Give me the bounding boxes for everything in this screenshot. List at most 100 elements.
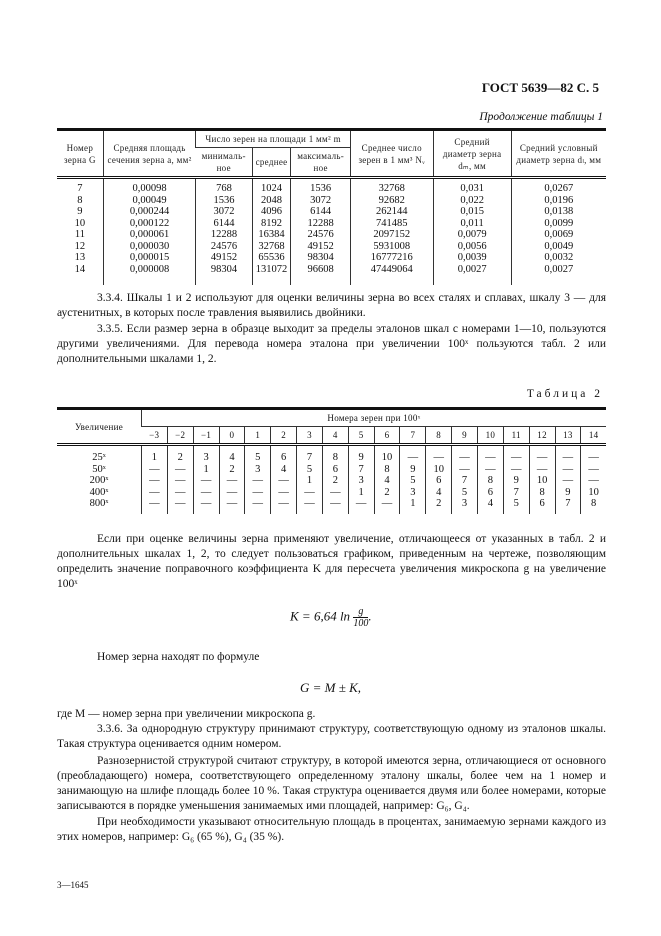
table-row: 50ˣ — —1 2 3 4 5 6 7 8 9 10— — — — — — — [57, 463, 606, 475]
table-cell: — — [321, 498, 349, 514]
table-cell: 32768 — [349, 177, 434, 195]
table-cell: 24576 — [290, 229, 351, 241]
table-cell: 0,0027 — [510, 263, 606, 285]
table-cell: 0,000061 — [102, 229, 196, 241]
table-cell: 5931008 — [349, 240, 434, 252]
table-cell: 7 — [502, 486, 530, 498]
table-cell: 3 — [451, 498, 478, 514]
table-cell: 0,031 — [432, 177, 512, 195]
table-cell: 8 — [580, 498, 606, 514]
table-cell: 0,0069 — [510, 229, 606, 241]
table-cell: 5 — [502, 498, 530, 514]
table-cell: 7 — [77, 183, 83, 194]
table-cell: — — [141, 475, 168, 487]
table-cell: 4096 — [251, 206, 291, 218]
col-min: минималь-ное — [195, 147, 253, 179]
table-cell: 7 — [451, 475, 478, 487]
table-cell: 0,022 — [432, 194, 512, 206]
table-cell: 0,0267 — [510, 177, 606, 195]
table-cell: 3 — [244, 463, 271, 475]
table-cell: 4 — [373, 475, 400, 487]
paragraph-where: где M — номер зерна при увеличении микро… — [57, 708, 316, 720]
table-cell: 1 — [399, 498, 426, 514]
table-cell: 2 — [425, 498, 452, 514]
formula-k: K = 6,64 ln g 100. — [290, 606, 372, 629]
table-cell: — — [451, 463, 478, 475]
table-cell: 0,0079 — [432, 229, 512, 241]
table-cell: 3072 — [290, 194, 351, 206]
table-cell: 0,0027 — [432, 263, 512, 285]
footer-code: 3—1645 — [57, 880, 89, 890]
table-row: 8 0,00049 1536 2048 3072 92682 0,022 0,0196 — [57, 194, 606, 206]
table-cell: — — [218, 475, 245, 487]
table-cell: 741485 — [349, 217, 434, 229]
table-cell: 12 — [74, 240, 86, 252]
table-cell: 8 — [77, 194, 83, 206]
table-cell: 0,0099 — [510, 217, 606, 229]
paragraph-percent: При необходимости указывают относительну… — [57, 816, 606, 843]
table-cell: — — [554, 444, 581, 464]
col-dm: Средний диаметр зерна dₘ, мм — [432, 128, 512, 179]
magnification-cell: 200ˣ — [89, 475, 109, 486]
table-cell: 0,000244 — [102, 206, 196, 218]
col-grain-number-header: 9 — [451, 426, 478, 446]
table-cell: 0,0039 — [432, 252, 512, 264]
table-cell: 9 — [554, 486, 581, 498]
table-cell: 5 — [451, 486, 478, 498]
table-cell: 1 — [192, 463, 220, 475]
table-cell: — — [580, 463, 606, 475]
table-cell: 8 — [528, 486, 555, 498]
col-grain-number-header: −2 — [166, 426, 194, 446]
table-cell: — — [192, 475, 220, 487]
col-grain-number-header: 7 — [399, 426, 426, 446]
table-cell: 24576 — [195, 240, 253, 252]
table-cell: 1 — [141, 444, 168, 464]
table-cell: — — [451, 444, 478, 464]
table-row: 25ˣ 1 2 3 4 5 6 7 8 9 10— — — — — — — — — [57, 444, 606, 464]
table-row: 9 0,000244 3072 4096 6144 262144 0,015 0,0138 — [57, 206, 606, 218]
table-cell: 6 — [528, 498, 555, 514]
col-grain-number-header: 11 — [502, 426, 530, 446]
table-cell: 49152 — [290, 240, 351, 252]
col-count-group: Число зерен на площади 1 мм² m — [195, 128, 351, 148]
magnification-cell: 400ˣ — [89, 486, 109, 498]
table-cell: 65536 — [251, 252, 291, 264]
col-group-grain-numbers: Номера зерен при 100ˣ — [141, 407, 606, 427]
table-cell: 8 — [373, 463, 400, 475]
table-cell: 8192 — [251, 217, 291, 229]
col-grain-number-header: 3 — [296, 426, 323, 446]
col-grain-number-header: 8 — [425, 426, 452, 446]
table-cell: 10 — [425, 463, 452, 475]
table-cell: 0,0032 — [510, 252, 606, 264]
col-dl: Средний условный диаметр зерна dₗ, мм — [510, 128, 606, 179]
col-nv: Среднее число зерен в 1 мм³ Nᵥ — [349, 128, 434, 179]
col-grain-number-header: 10 — [476, 426, 504, 446]
table-cell: 2 — [373, 486, 400, 498]
col-grain-number-header: 2 — [270, 426, 297, 446]
table-cell: 5 — [244, 444, 271, 464]
table-cell: 0,0049 — [510, 240, 606, 252]
table-cell: 5 — [399, 475, 426, 487]
table-cell: 6144 — [290, 206, 351, 218]
table-cell: 2 — [166, 444, 194, 464]
formula-k-fraction: g 100 — [353, 606, 369, 629]
table2-caption: Таблица 2 — [526, 388, 603, 400]
table-cell: — — [502, 444, 530, 464]
col-mean: среднее — [251, 147, 291, 179]
table-cell: — — [270, 475, 297, 487]
table-cell: — — [296, 486, 323, 498]
table-cell: 10 — [580, 486, 606, 498]
table-row: 800ˣ — — — — — — — — — —1 2 3 4 5 6 7 8 — [57, 498, 606, 514]
table-cell: — — [270, 498, 297, 514]
table-cell: — — [244, 475, 271, 487]
paragraph-3-3-5: 3.3.5. Если размер зерна в образце выход… — [57, 323, 606, 365]
table-cell: 2 — [218, 463, 245, 475]
table-cell: 2097152 — [349, 229, 434, 241]
table-row: 14 0,000008 98304 131072 96608 47449064 0,0027… — [57, 263, 606, 285]
table-cell: — — [321, 486, 349, 498]
table-cell: 2048 — [251, 194, 291, 206]
table-1: Номер зерна G Средняя площадь сечения зе… — [57, 128, 606, 285]
col-grain-number-header: 5 — [347, 426, 375, 446]
table-cell: 1 — [296, 475, 323, 487]
table-cell: 9 — [347, 444, 375, 464]
